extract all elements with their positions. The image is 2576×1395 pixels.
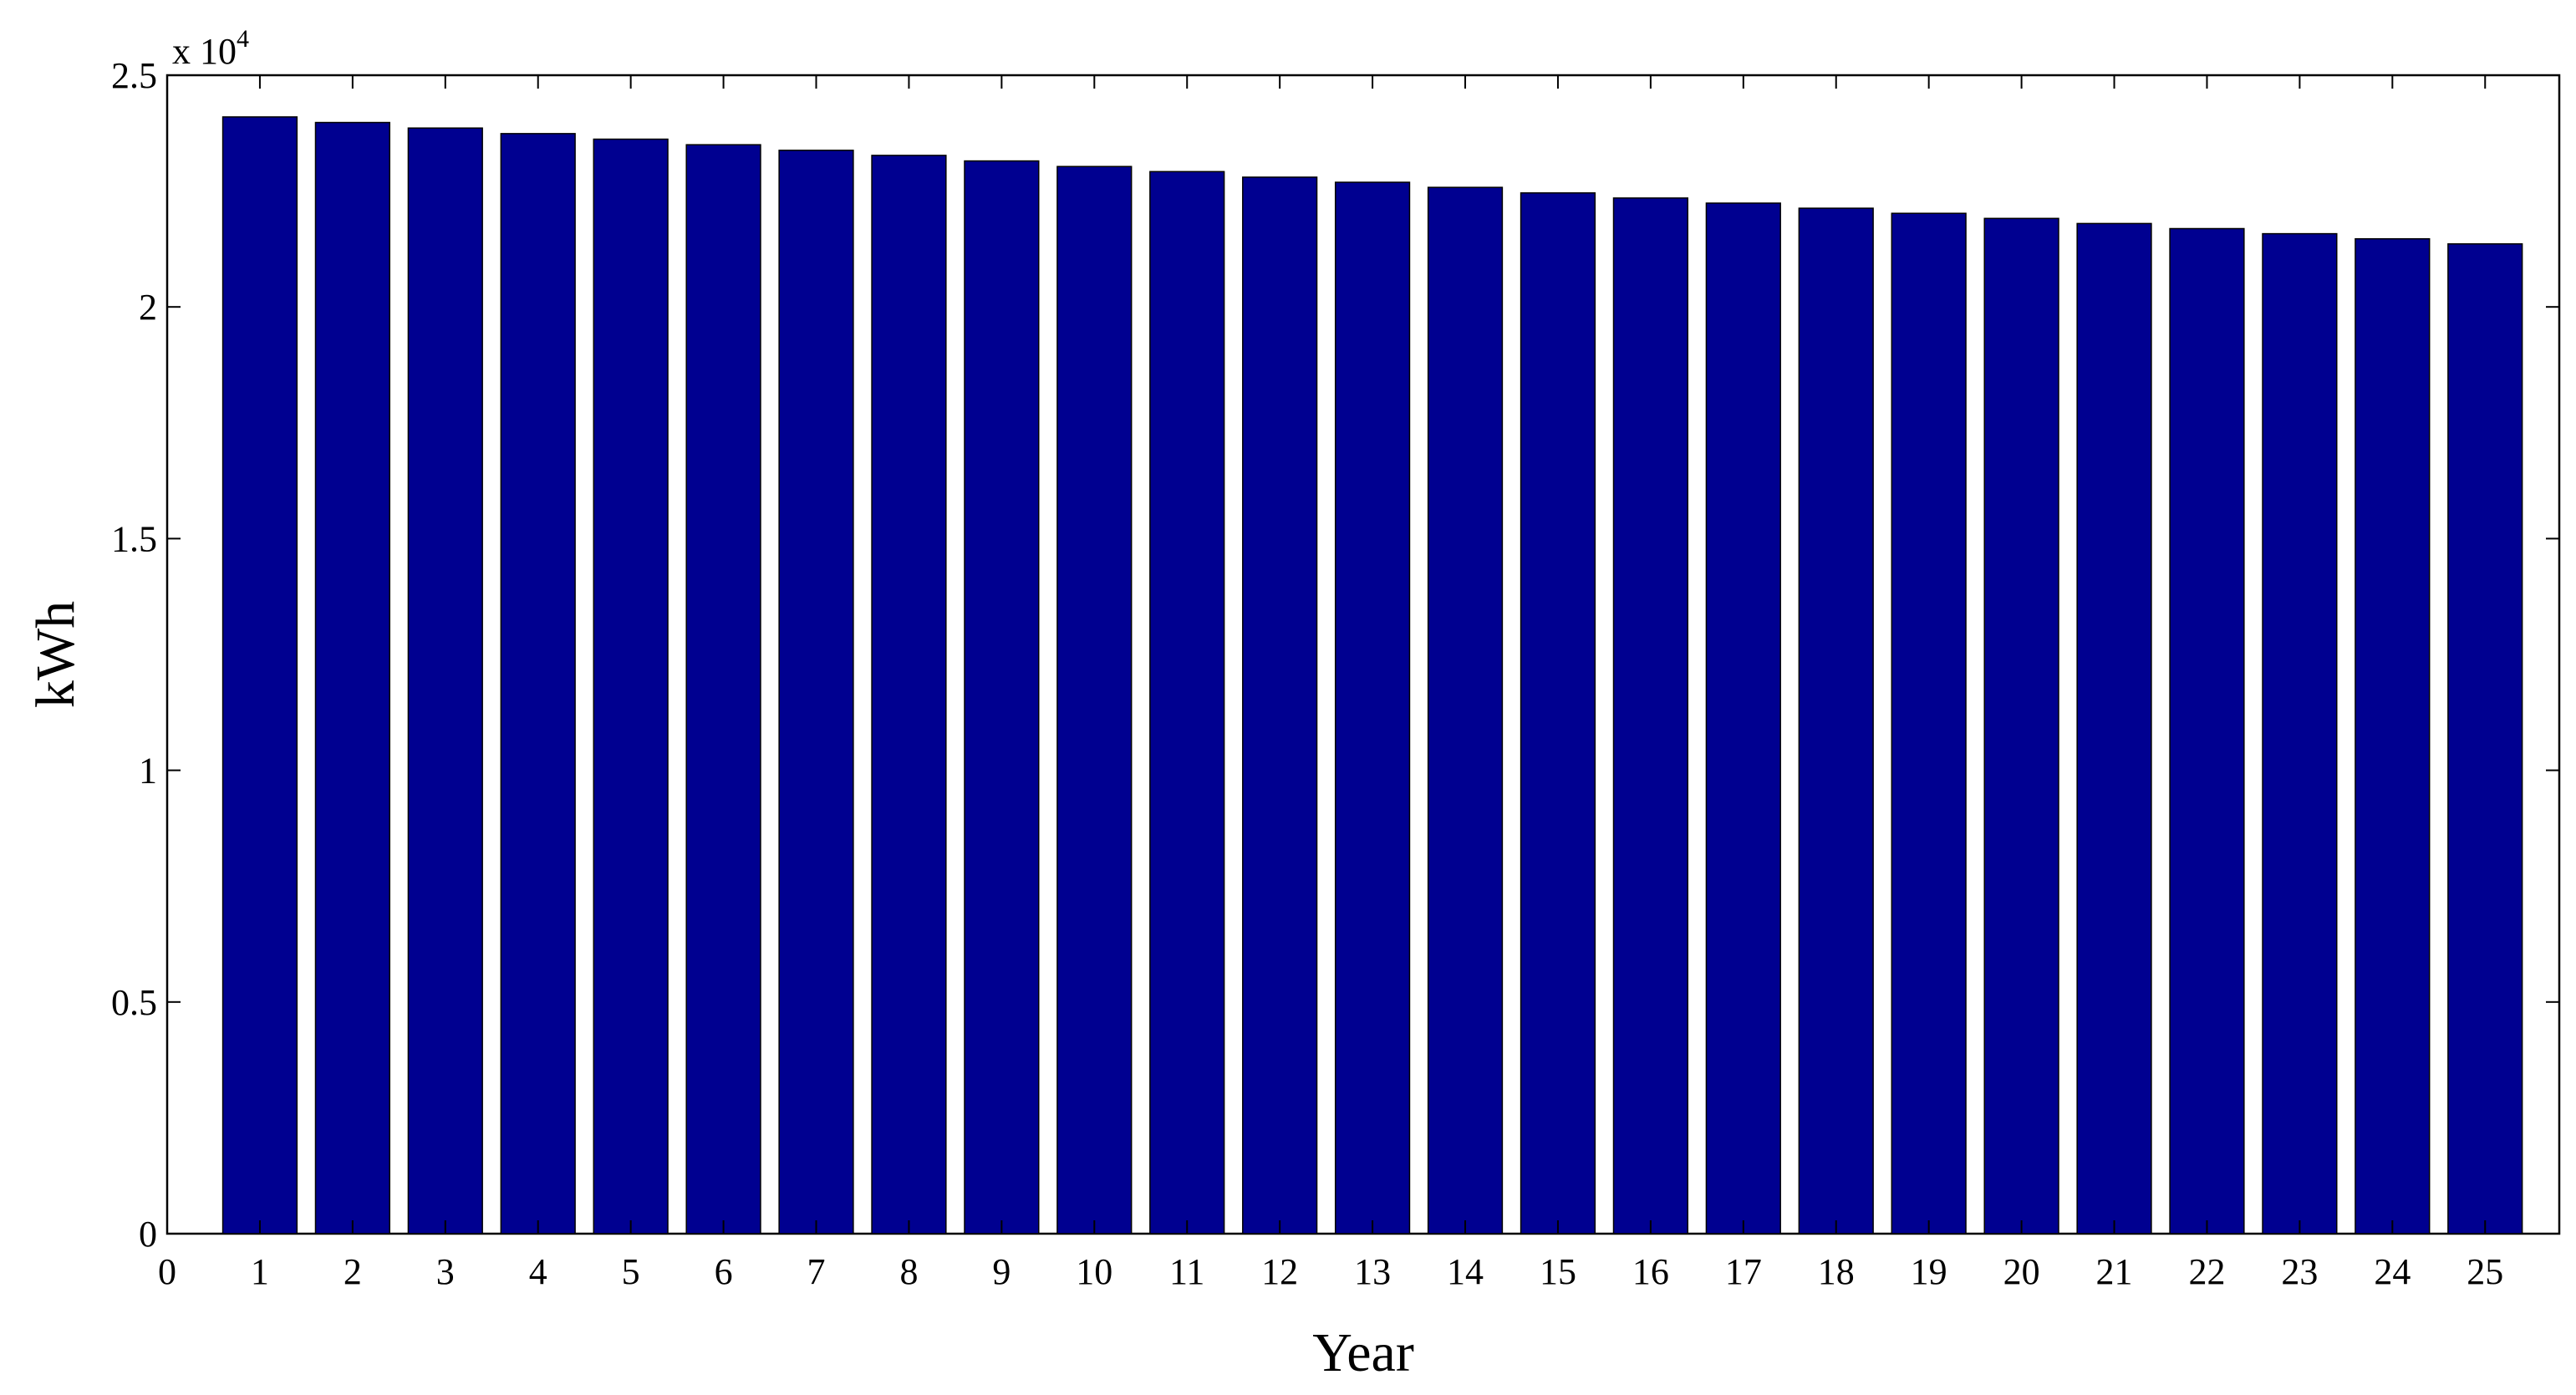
x-tick-label: 18 [1818,1251,1855,1292]
y-tick-label: 2.5 [111,55,157,96]
bar-year-15 [1520,192,1596,1235]
bar-year-6 [685,144,761,1235]
x-tick-label: 8 [899,1251,918,1292]
bar-year-4 [500,133,576,1235]
bar-year-13 [1334,181,1411,1235]
y-tick-label: 1.5 [111,518,157,559]
y-axis-label: kWh [25,601,86,708]
x-tick-label: 21 [2096,1251,2133,1292]
bar-year-9 [964,160,1040,1235]
y-axis-multiplier-exponent: 4 [237,25,249,53]
bar-year-14 [1427,186,1504,1235]
y-axis-multiplier: x 104 [172,25,249,72]
bar-year-22 [2169,227,2245,1235]
bar-year-10 [1056,165,1133,1235]
bar-year-17 [1705,202,1781,1235]
bar-year-2 [314,121,390,1235]
x-tick-label: 10 [1076,1251,1112,1292]
bar-year-11 [1149,171,1225,1235]
bar-year-18 [1798,207,1874,1235]
y-ticks-group: 0 0.5 1 1.5 2 2.5 [111,55,2559,1255]
y-axis-multiplier-base: x 10 [172,31,237,72]
x-tick-label: 19 [1911,1251,1947,1292]
x-tick-label: 6 [715,1251,733,1292]
bar-year-8 [871,155,947,1235]
x-tick-label: 11 [1169,1251,1204,1292]
x-tick-label: 1 [251,1251,269,1292]
x-tick-label: 4 [529,1251,547,1292]
x-tick-label: 3 [436,1251,455,1292]
x-tick-label: 5 [622,1251,640,1292]
bars-group [221,116,2523,1235]
x-tick-label: 16 [1632,1251,1669,1292]
x-tick-label: 12 [1261,1251,1298,1292]
x-tick-label: 25 [2467,1251,2503,1292]
x-tick-label: 24 [2374,1251,2411,1292]
bar-year-21 [2076,222,2152,1235]
bar-year-3 [407,127,483,1235]
x-axis-label: Year [1312,1322,1414,1383]
x-tick-label: 0 [158,1251,176,1292]
x-tick-label: 17 [1725,1251,1762,1292]
bar-year-19 [1891,212,1967,1235]
y-tick-label: 1 [139,751,157,792]
bar-year-5 [593,138,669,1235]
bar-year-7 [778,150,854,1235]
y-tick-label: 0 [139,1214,157,1255]
x-tick-label: 7 [807,1251,826,1292]
x-tick-label: 22 [2188,1251,2225,1292]
x-tick-label: 9 [992,1251,1011,1292]
x-tick-label: 23 [2281,1251,2318,1292]
x-tick-label: 13 [1354,1251,1391,1292]
bar-year-16 [1612,197,1689,1235]
x-tick-label: 14 [1447,1251,1484,1292]
x-ticks-group: 0 1 2 3 4 5 6 7 8 9 10 11 12 13 14 15 16 17 18 19 20 21 22 23 24… [158,75,2503,1292]
bar-year-20 [1983,217,2059,1235]
bar-year-23 [2262,232,2338,1235]
bar-year-12 [1242,176,1318,1235]
y-tick-label: 2 [139,287,157,328]
bar-year-1 [221,116,298,1235]
y-tick-label: 0.5 [111,982,157,1023]
x-tick-label: 20 [2003,1251,2040,1292]
bar-year-25 [2447,243,2523,1235]
bar-year-24 [2355,237,2431,1235]
x-tick-label: 15 [1540,1251,1576,1292]
x-tick-label: 2 [344,1251,362,1292]
